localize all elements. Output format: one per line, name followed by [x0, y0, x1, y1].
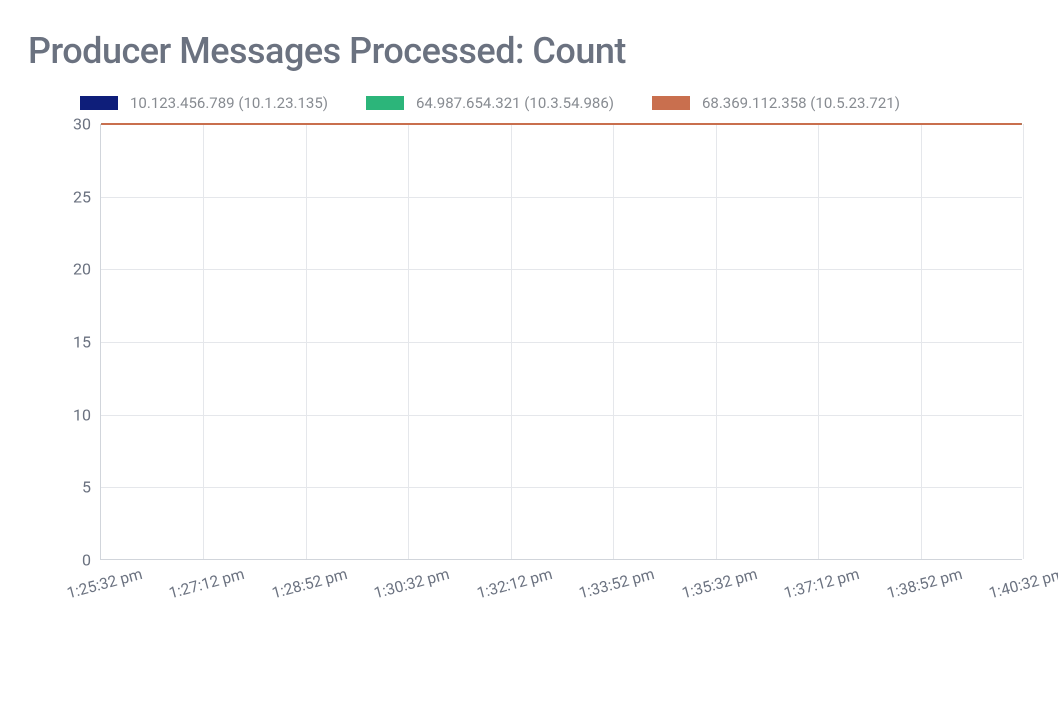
- plot-area: 0510152025301:25:32 pm1:27:12 pm1:28:52 …: [100, 124, 1018, 560]
- gridline-v: [818, 124, 819, 559]
- gridline-v: [613, 124, 614, 559]
- gridline-h: [101, 197, 1022, 198]
- plot-grid: 0510152025301:25:32 pm1:27:12 pm1:28:52 …: [100, 124, 1022, 560]
- y-tick-label: 0: [82, 551, 101, 570]
- gridline-v: [203, 124, 204, 559]
- x-tick-label: 1:37:12 pm: [782, 565, 861, 602]
- y-tick-label: 5: [82, 478, 101, 497]
- x-tick-label: 1:32:12 pm: [475, 565, 554, 602]
- y-tick-label: 15: [73, 333, 101, 352]
- x-tick-label: 1:30:32 pm: [372, 565, 451, 602]
- gridline-v: [716, 124, 717, 559]
- gridline-v: [511, 124, 512, 559]
- x-tick-label: 1:28:52 pm: [270, 565, 349, 602]
- y-tick-label: 20: [73, 260, 101, 279]
- chart-title: Producer Messages Processed: Count: [28, 30, 1030, 72]
- gridline-v: [306, 124, 307, 559]
- gridline-v: [1023, 124, 1024, 559]
- gridline-h: [101, 415, 1022, 416]
- legend-swatch: [366, 96, 404, 110]
- legend-item[interactable]: 68.369.112.358 (10.5.23.721): [652, 94, 900, 112]
- legend-label: 68.369.112.358 (10.5.23.721): [702, 94, 900, 112]
- legend-label: 64.987.654.321 (10.3.54.986): [416, 94, 614, 112]
- y-tick-label: 25: [73, 187, 101, 206]
- y-tick-label: 10: [73, 405, 101, 424]
- y-tick-label: 30: [73, 115, 101, 134]
- gridline-v: [921, 124, 922, 559]
- series-line: [101, 123, 1022, 125]
- x-tick-label: 1:40:32 pm: [987, 565, 1058, 602]
- legend-swatch: [652, 96, 690, 110]
- chart-container: Producer Messages Processed: Count 10.12…: [0, 0, 1058, 722]
- x-tick-label: 1:27:12 pm: [167, 565, 246, 602]
- gridline-h: [101, 269, 1022, 270]
- legend-item[interactable]: 64.987.654.321 (10.3.54.986): [366, 94, 614, 112]
- gridline-h: [101, 487, 1022, 488]
- legend-item[interactable]: 10.123.456.789 (10.1.23.135): [80, 94, 328, 112]
- gridline-v: [408, 124, 409, 559]
- legend-label: 10.123.456.789 (10.1.23.135): [130, 94, 328, 112]
- legend-swatch: [80, 96, 118, 110]
- x-tick-label: 1:25:32 pm: [65, 565, 144, 602]
- x-tick-label: 1:38:52 pm: [885, 565, 964, 602]
- x-tick-label: 1:33:52 pm: [577, 565, 656, 602]
- gridline-h: [101, 342, 1022, 343]
- x-tick-label: 1:35:32 pm: [680, 565, 759, 602]
- legend: 10.123.456.789 (10.1.23.135) 64.987.654.3…: [80, 94, 1030, 112]
